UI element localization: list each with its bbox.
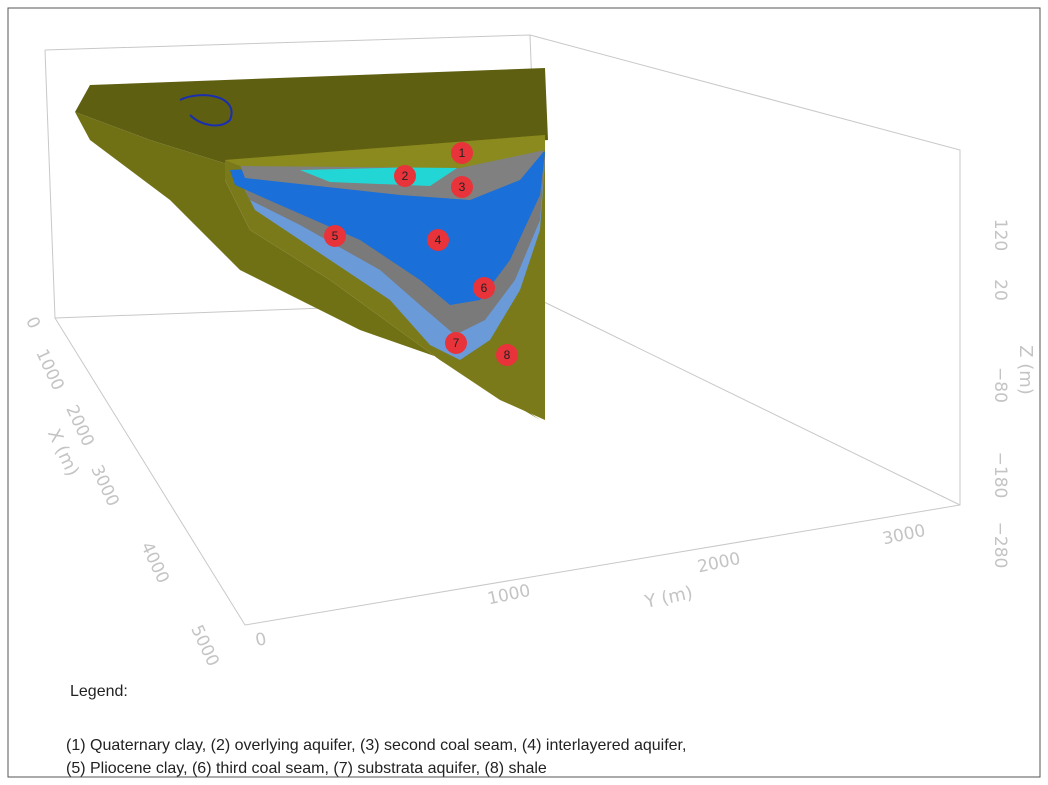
marker-label: 8 xyxy=(504,348,511,362)
z-tick-label: −80 xyxy=(990,367,1010,403)
marker-label: 6 xyxy=(481,281,488,295)
marker-label: 1 xyxy=(459,146,466,160)
marker: 6 xyxy=(473,277,495,299)
marker-label: 3 xyxy=(459,180,466,194)
marker-label: 7 xyxy=(453,336,460,350)
marker: 7 xyxy=(445,332,467,354)
marker-label: 5 xyxy=(332,229,339,243)
marker: 2 xyxy=(394,165,416,187)
z-tick-label: −280 xyxy=(990,522,1010,569)
marker: 1 xyxy=(451,142,473,164)
marker: 4 xyxy=(427,229,449,251)
marker-label: 2 xyxy=(402,169,409,183)
marker: 5 xyxy=(324,225,346,247)
z-axis-label: Z (m) xyxy=(1015,345,1036,395)
legend-line: (5) Pliocene clay, (6) third coal seam, … xyxy=(66,760,547,777)
z-tick-label: 120 xyxy=(990,219,1010,251)
marker-label: 4 xyxy=(435,233,442,247)
marker: 8 xyxy=(496,344,518,366)
legend-line: (1) Quaternary clay, (2) overlying aquif… xyxy=(66,737,686,754)
marker: 3 xyxy=(451,176,473,198)
legend-title: Legend: xyxy=(70,683,128,700)
z-tick-label: −180 xyxy=(990,452,1010,499)
z-tick-label: 20 xyxy=(990,279,1010,301)
figure: 12345678 12020−80−180−280Z (m)0100020003… xyxy=(0,0,1048,785)
